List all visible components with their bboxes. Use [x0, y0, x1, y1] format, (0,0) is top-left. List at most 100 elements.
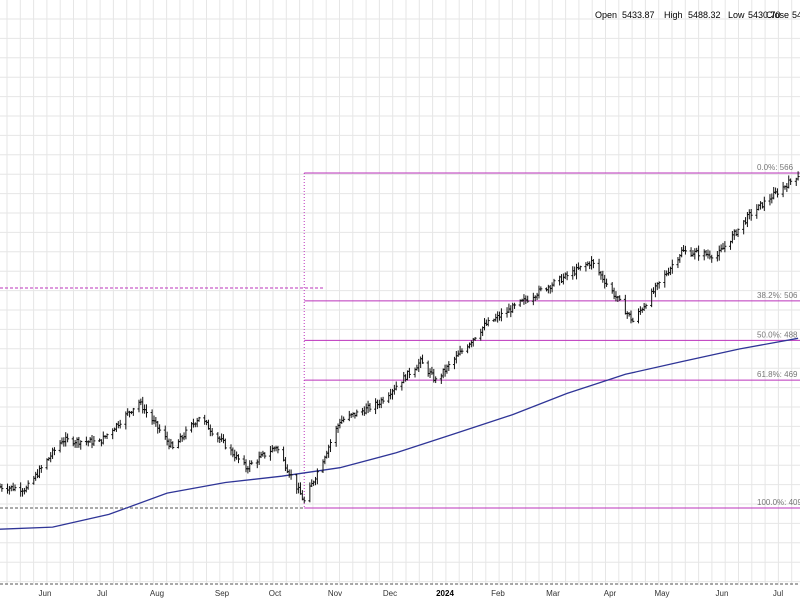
price-bar — [787, 175, 791, 189]
price-bar — [591, 259, 595, 269]
price-bar — [576, 262, 580, 270]
open-value: 5433.87 — [622, 10, 655, 20]
price-bar — [268, 446, 272, 461]
price-bar — [723, 241, 727, 253]
fib-level-label: 61.8%: 469 — [757, 370, 798, 379]
price-bar — [184, 426, 188, 440]
price-bar — [156, 420, 160, 434]
price-bar — [210, 428, 214, 437]
price-bar — [92, 435, 96, 446]
price-bar — [691, 250, 695, 257]
price-bar — [605, 278, 609, 287]
price-bar — [744, 217, 748, 225]
fib-level-label: 50.0%: 488 — [757, 330, 798, 339]
price-bar — [169, 438, 173, 448]
price-bar — [79, 440, 83, 450]
price-bar — [349, 413, 353, 418]
price-bar — [355, 409, 359, 417]
price-bar — [537, 285, 541, 299]
price-bar — [526, 295, 530, 303]
price-bar — [413, 367, 417, 378]
price-bar — [255, 459, 259, 469]
price-bar — [454, 351, 458, 364]
price-bar — [263, 452, 267, 459]
price-bar — [706, 249, 710, 259]
price-bar — [492, 318, 496, 323]
price-bar — [244, 459, 248, 473]
price-bar — [428, 368, 432, 378]
price-bar — [0, 483, 4, 492]
price-bar — [509, 305, 513, 318]
price-bar — [507, 303, 511, 314]
price-bar — [329, 439, 333, 453]
price-bar — [75, 437, 79, 448]
price-bar — [26, 480, 30, 490]
price-bar — [571, 266, 575, 280]
price-bar — [565, 271, 569, 281]
moving-average-layer — [0, 337, 799, 530]
price-bar — [715, 250, 719, 262]
price-bar — [171, 441, 175, 450]
price-bar — [618, 295, 622, 301]
price-bar — [144, 404, 148, 418]
price-bar — [158, 424, 162, 433]
month-tick-label: Jun — [716, 589, 729, 598]
price-bar — [697, 245, 701, 261]
price-bar — [34, 471, 38, 481]
price-bar — [625, 311, 629, 319]
moving-average-line — [0, 337, 799, 530]
price-bar — [64, 432, 68, 447]
month-tick-label: Mar — [546, 589, 560, 598]
price-bar — [257, 451, 261, 465]
price-bar — [51, 447, 55, 459]
price-bar — [473, 337, 477, 341]
price-bar — [548, 285, 552, 294]
price-bar — [73, 439, 77, 448]
month-tick-label: Sep — [215, 589, 230, 598]
price-bar — [749, 209, 753, 221]
price-bar — [623, 294, 627, 315]
price-bar — [539, 286, 543, 292]
price-bar — [178, 433, 182, 443]
month-tick-label: Nov — [328, 589, 342, 598]
fib-level-label: 0.0%: 566 — [757, 163, 794, 172]
price-bar — [118, 419, 122, 429]
price-bar — [407, 367, 411, 379]
price-bar — [612, 287, 616, 300]
price-bar — [287, 469, 291, 478]
price-bar — [37, 465, 41, 479]
price-bar — [768, 194, 772, 206]
price-bar — [250, 460, 254, 465]
price-bar — [360, 407, 364, 416]
price-bar — [584, 262, 588, 272]
price-bar — [644, 303, 648, 309]
close-value: 54 — [792, 10, 800, 20]
price-bar — [0, 483, 2, 489]
price-bar — [614, 291, 618, 302]
price-bar — [221, 434, 225, 444]
price-bar — [261, 450, 265, 457]
price-bar — [338, 418, 342, 429]
low-value: 5430.70 — [748, 10, 781, 20]
price-bar — [276, 445, 280, 454]
fib-level-label: 100.0%: 409 — [757, 498, 800, 507]
price-bar — [522, 294, 526, 305]
price-bar — [533, 295, 537, 302]
price-bar — [759, 201, 763, 210]
price-bar — [220, 433, 224, 442]
fib-level-label: 38.2%: 506 — [757, 291, 798, 300]
price-bar — [60, 437, 64, 445]
price-bar — [24, 485, 28, 493]
price-bar — [342, 416, 346, 423]
fibonacci-retracement: 0.0%: 566 38.2%: 506 50.0%: 488 61.8%: 469 1… — [303, 163, 800, 509]
month-tick-label: May — [654, 589, 669, 598]
price-bar — [236, 454, 240, 464]
price-bar — [441, 368, 445, 379]
price-bar — [552, 278, 556, 287]
price-bar — [653, 282, 657, 298]
price-bar — [195, 417, 199, 428]
price-bar — [631, 317, 635, 323]
month-tick-label: Jul — [97, 589, 107, 598]
price-bar — [498, 311, 502, 321]
